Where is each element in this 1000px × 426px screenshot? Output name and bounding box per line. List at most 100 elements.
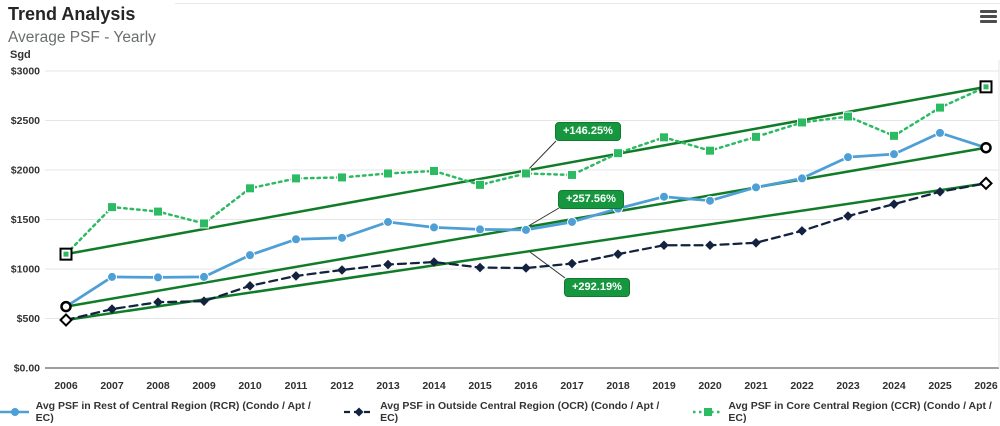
square-marker xyxy=(475,179,485,190)
square-marker xyxy=(337,172,347,183)
x-axis-label: 2016 xyxy=(514,380,538,392)
endpoint-marker-core xyxy=(63,251,69,257)
circle-marker xyxy=(337,232,347,243)
x-axis-label: 2013 xyxy=(376,380,400,392)
chart-subtitle: Average PSF - Yearly xyxy=(8,29,156,46)
diamond-marker xyxy=(475,262,485,273)
square-marker xyxy=(291,173,301,184)
circle-marker xyxy=(199,271,209,282)
diamond-marker xyxy=(153,297,163,307)
trend-label-connector xyxy=(524,207,560,229)
diamond-marker xyxy=(613,249,623,259)
hamburger-icon xyxy=(980,20,997,23)
diamond-marker xyxy=(245,281,255,291)
trend-label-connector xyxy=(526,140,557,172)
trend-line xyxy=(64,182,988,322)
x-axis-label: 2009 xyxy=(192,380,216,392)
diamond-marker xyxy=(383,259,393,270)
x-axis-label: 2021 xyxy=(744,380,768,392)
square-marker xyxy=(199,218,209,229)
square-marker xyxy=(429,165,439,176)
endpoint-marker xyxy=(980,141,992,154)
x-axis-label: 2023 xyxy=(836,380,860,392)
circle-marker xyxy=(705,195,715,206)
y-axis-label: $1500 xyxy=(11,214,40,226)
y-axis-label: $1000 xyxy=(11,264,40,276)
line-circle-marker-icon xyxy=(0,408,29,416)
circle-marker xyxy=(567,216,577,227)
diamond-marker xyxy=(337,265,347,275)
circle-marker xyxy=(383,216,393,227)
circle-marker xyxy=(245,250,255,261)
diamond-marker xyxy=(107,304,117,314)
endpoint-marker-core xyxy=(983,84,989,90)
square-marker xyxy=(935,102,945,113)
square-marker xyxy=(751,131,761,142)
square-marker xyxy=(797,117,807,128)
circle-marker xyxy=(153,272,163,283)
series-line-2 xyxy=(64,85,988,256)
hamburger-icon xyxy=(980,10,997,13)
x-axis-label: 2018 xyxy=(606,380,630,392)
trend-label-ccr: +146.25% xyxy=(555,122,621,141)
x-axis-label: 2007 xyxy=(100,380,124,392)
y-axis-label: $3000 xyxy=(11,66,40,78)
series-line-1 xyxy=(64,182,988,322)
chart-context-menu-button[interactable] xyxy=(978,7,999,26)
diamond-marker xyxy=(889,199,899,209)
y-axis-label: $2500 xyxy=(11,115,40,127)
x-axis-label: 2006 xyxy=(54,380,78,392)
trend-label-rcr: +257.56% xyxy=(558,190,624,209)
line-square-marker-icon xyxy=(692,408,722,416)
legend-label: Avg PSF in Rest of Central Region (RCR) … xyxy=(35,400,311,424)
diamond-marker xyxy=(291,271,301,281)
endpoint-marker xyxy=(59,313,73,327)
x-axis-label: 2010 xyxy=(238,380,262,392)
circle-marker xyxy=(521,224,531,235)
legend: Avg PSF in Rest of Central Region (RCR) … xyxy=(0,400,1000,424)
x-axis-label: 2024 xyxy=(882,380,906,392)
y-axis-unit-label: Sgd xyxy=(10,49,31,61)
square-marker xyxy=(153,206,163,217)
endpoint-marker xyxy=(60,300,72,313)
chart-title: Trend Analysis xyxy=(8,4,136,24)
panel-top-border xyxy=(175,3,1000,4)
circle-marker xyxy=(935,127,945,138)
circle-marker xyxy=(429,222,439,233)
legend-label: Avg PSF in Core Central Region (CCR) (Co… xyxy=(728,400,992,424)
legend-item-ocr[interactable]: Avg PSF in Outside Central Region (OCR) … xyxy=(344,400,666,424)
x-axis-label: 2019 xyxy=(652,380,676,392)
diamond-marker xyxy=(751,237,761,248)
circle-marker xyxy=(659,191,669,202)
x-axis-label: 2008 xyxy=(146,380,170,392)
square-marker xyxy=(383,168,393,179)
y-axis-label: $500 xyxy=(17,313,41,325)
line-diamond-marker-icon xyxy=(344,407,374,417)
legend-item-rcr[interactable]: Avg PSF in Rest of Central Region (RCR) … xyxy=(0,400,318,424)
x-axis-label: 2025 xyxy=(928,380,952,392)
square-marker xyxy=(889,130,899,141)
circle-marker xyxy=(797,173,807,184)
endpoint-marker xyxy=(979,176,993,191)
circle-marker xyxy=(751,182,761,193)
x-axis-label: 2014 xyxy=(422,380,446,392)
x-axis-label: 2026 xyxy=(974,380,998,392)
diamond-marker xyxy=(521,263,531,273)
x-axis-label: 2011 xyxy=(285,380,308,392)
square-marker xyxy=(107,202,117,213)
square-marker xyxy=(521,168,531,179)
diamond-marker xyxy=(843,211,853,221)
square-marker xyxy=(245,183,255,194)
diamond-marker xyxy=(705,240,715,251)
trend-label-ocr: +292.19% xyxy=(564,278,630,297)
legend-item-ccr[interactable]: Avg PSF in Core Central Region (CCR) (Co… xyxy=(692,400,1000,424)
x-axis-label: 2020 xyxy=(698,380,722,392)
diamond-marker xyxy=(797,226,807,236)
square-marker xyxy=(567,169,577,180)
square-marker xyxy=(659,132,669,143)
y-axis-label: $0.00 xyxy=(14,363,40,375)
square-marker xyxy=(843,111,853,122)
circle-marker xyxy=(843,152,853,163)
diamond-marker xyxy=(935,186,945,197)
